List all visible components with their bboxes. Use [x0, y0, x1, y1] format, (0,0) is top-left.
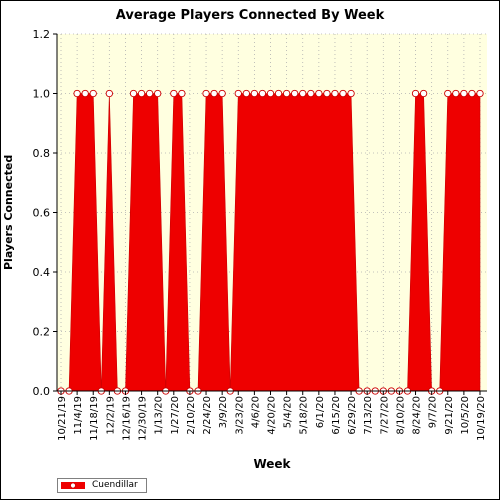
data-point	[129, 89, 138, 98]
x-tick-label: 4/6/20	[250, 396, 261, 428]
data-point	[137, 89, 146, 98]
data-point	[234, 89, 242, 98]
x-tick-label: 2/24/20	[202, 396, 213, 435]
data-point	[250, 89, 259, 98]
data-point	[468, 89, 476, 98]
x-tick-label: 7/27/20	[379, 396, 390, 435]
data-point	[315, 89, 323, 98]
data-point	[266, 89, 275, 98]
x-tick-label: 7/13/20	[363, 396, 374, 435]
data-point	[105, 89, 113, 98]
x-tick-label: 3/9/20	[218, 396, 229, 428]
y-tick-label: 1.0	[33, 88, 51, 101]
x-tick-label: 10/19/20	[476, 396, 487, 441]
data-point	[419, 89, 428, 98]
data-point	[210, 89, 218, 98]
x-tick-label: 9/21/20	[444, 396, 455, 435]
legend: Cuendillar	[57, 478, 147, 493]
y-tick-label: 0.0	[33, 385, 51, 398]
data-point	[331, 89, 339, 98]
data-point	[154, 89, 162, 98]
x-tick-label: 4/20/20	[267, 396, 278, 435]
x-tick-label: 6/29/20	[347, 396, 358, 435]
data-point	[452, 89, 460, 98]
data-point	[339, 89, 347, 98]
data-point	[444, 89, 452, 98]
x-tick-label: 12/30/19	[138, 396, 149, 441]
data-point	[307, 89, 315, 98]
data-point	[258, 89, 267, 98]
y-tick-label: 0.8	[33, 147, 51, 160]
data-point	[347, 89, 355, 98]
data-point	[242, 89, 250, 98]
legend-label: Cuendillar	[92, 480, 138, 490]
y-tick-label: 0.6	[33, 207, 51, 220]
data-point	[323, 89, 331, 98]
x-tick-label: 8/10/20	[395, 396, 406, 435]
data-point	[202, 89, 210, 98]
data-point	[460, 89, 468, 98]
x-tick-label: 8/24/20	[412, 396, 423, 435]
x-tick-label: 6/1/20	[315, 396, 326, 428]
data-point	[299, 89, 307, 98]
x-tick-label: 5/18/20	[299, 396, 310, 435]
x-tick-label: 2/10/20	[186, 396, 197, 435]
data-point	[170, 89, 178, 98]
chart-title: Average Players Connected By Week	[115, 8, 385, 23]
data-point	[145, 89, 154, 98]
x-tick-label: 1/27/20	[170, 396, 181, 435]
x-axis-title: Week	[253, 457, 291, 471]
data-point	[411, 89, 420, 98]
data-point	[81, 89, 89, 98]
data-point	[291, 89, 299, 98]
data-point	[218, 89, 226, 98]
x-tick-label: 9/7/20	[428, 396, 439, 428]
x-tick-label: 11/4/19	[73, 396, 84, 435]
x-tick-label: 10/21/19	[57, 396, 68, 441]
x-tick-label: 5/4/20	[283, 396, 294, 428]
x-tick-label: 3/23/20	[234, 396, 245, 435]
x-axis-ticks: 10/21/19 11/4/19 11/18/19 12/2/19 12/16/19 12…	[57, 391, 487, 441]
x-tick-label: 10/5/20	[460, 396, 471, 435]
x-tick-label: 6/15/20	[331, 396, 342, 435]
data-point	[178, 89, 186, 98]
data-point	[476, 89, 484, 98]
data-point	[274, 89, 283, 98]
y-tick-label: 1.2	[33, 28, 51, 41]
x-tick-label: 12/2/19	[105, 396, 116, 435]
x-tick-label: 1/13/20	[154, 396, 165, 435]
data-point	[89, 89, 97, 98]
y-tick-label: 0.2	[33, 326, 51, 339]
x-tick-label: 11/18/19	[89, 396, 100, 441]
data-point	[73, 89, 81, 98]
y-axis-ticks: 0.0 0.2 0.4 0.6 0.8 1.0 1.2	[33, 28, 57, 398]
x-tick-label: 12/16/19	[121, 396, 132, 441]
legend-swatch	[61, 482, 85, 489]
data-point	[282, 89, 291, 98]
y-tick-label: 0.4	[33, 266, 51, 279]
